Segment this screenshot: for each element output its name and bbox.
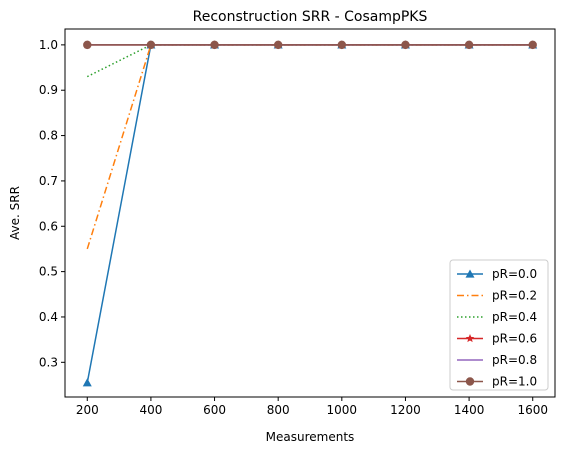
x-tick-label: 600 <box>203 403 226 417</box>
data-point <box>273 40 283 50</box>
x-tick-label: 1600 <box>517 403 548 417</box>
legend-label: pR=0.8 <box>492 353 537 367</box>
data-point <box>337 40 347 50</box>
legend-entry: pR=0.8 <box>457 353 537 367</box>
legend-marker <box>465 269 475 278</box>
x-tick-label: 800 <box>267 403 290 417</box>
data-point <box>82 378 92 387</box>
y-tick-label: 0.9 <box>39 83 58 97</box>
data-point <box>146 40 156 50</box>
legend-entry: pR=0.4 <box>457 310 537 324</box>
x-tick-label: 1400 <box>454 403 485 417</box>
y-tick-label: 0.8 <box>39 129 58 143</box>
y-tick-label: 0.6 <box>39 219 58 233</box>
x-tick-label: 1000 <box>327 403 358 417</box>
y-axis-title: Ave. SRR <box>8 186 22 240</box>
legend-label: pR=0.4 <box>492 310 537 324</box>
series-line <box>86 44 533 250</box>
legend-box <box>449 259 549 391</box>
y-tick-label: 1.0 <box>39 38 58 52</box>
series-line <box>86 44 533 78</box>
plot-frame <box>64 28 556 398</box>
series-pR=0.4 <box>86 44 533 78</box>
data-point <box>83 40 92 50</box>
legend-label: pR=0.0 <box>492 267 537 281</box>
legend-label: pR=1.0 <box>492 375 537 389</box>
data-point <box>210 40 219 50</box>
x-tick-label: 1200 <box>390 403 421 417</box>
x-tick-label: 200 <box>76 403 99 417</box>
x-axis-title: Measurements <box>266 430 355 444</box>
data-point <box>464 40 474 50</box>
x-axis: 200 400 600 800 1000 1200 1400 1600 <box>76 397 548 417</box>
data-point <box>528 40 537 50</box>
legend-label: pR=0.2 <box>492 289 537 303</box>
legend-entry: pR=0.6 <box>457 332 537 346</box>
y-tick-label: 0.4 <box>39 310 58 324</box>
y-tick-label: 0.7 <box>39 174 58 188</box>
legend-marker <box>465 377 475 386</box>
legend-marker <box>465 334 475 343</box>
series-layer <box>82 40 538 387</box>
data-point <box>401 40 410 50</box>
x-tick-label: 400 <box>139 403 162 417</box>
series-pR=0.2 <box>86 44 533 250</box>
legend-label: pR=0.6 <box>492 332 537 346</box>
y-tick-label: 0.3 <box>39 355 58 369</box>
legend-entry: pR=1.0 <box>457 375 537 389</box>
legend-entry: pR=0.2 <box>457 289 537 303</box>
chart-title: Reconstruction SRR - CosampPKS <box>193 9 428 25</box>
y-axis: 0.3 0.4 0.5 0.6 0.7 0.8 0.9 1.0 <box>39 38 65 369</box>
y-tick-label: 0.5 <box>39 265 58 279</box>
series-pR=1.0 <box>83 40 537 50</box>
legend-entry: pR=0.0 <box>457 267 537 281</box>
legend: pR=0.0 pR=0.2 pR=0.4 pR=0.6 pR=0.8 pR=1.0 <box>449 259 549 391</box>
